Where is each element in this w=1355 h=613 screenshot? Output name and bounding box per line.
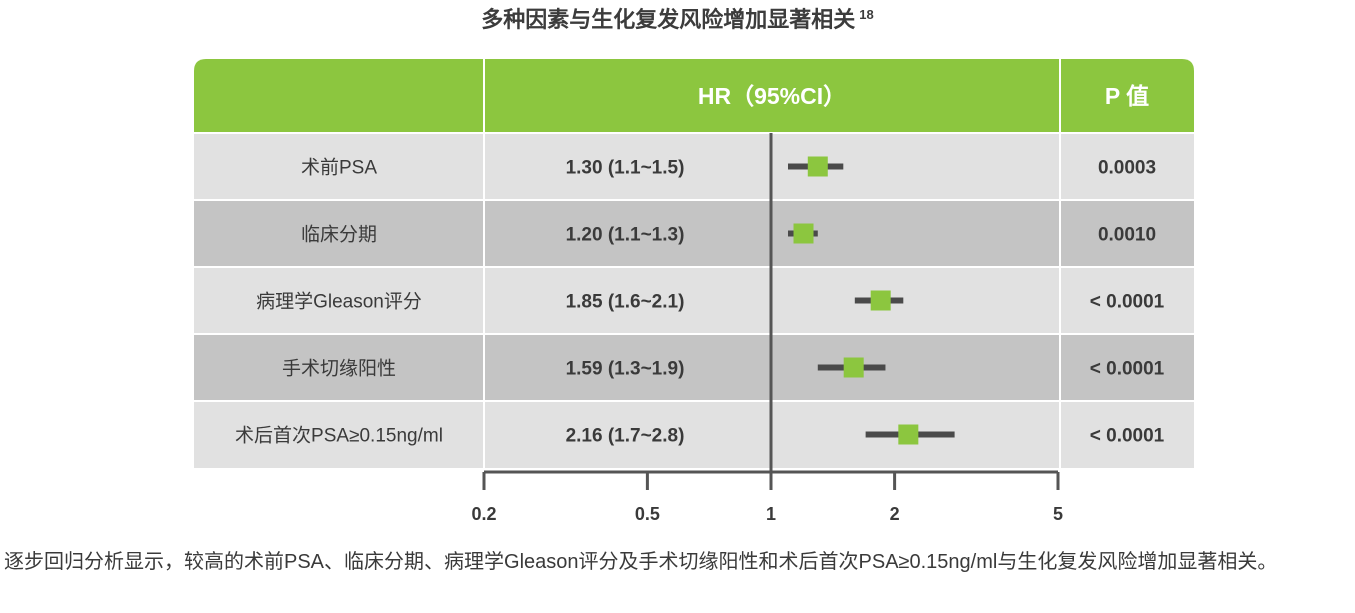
table-row bbox=[194, 200, 1194, 267]
column-header-p: P 值 bbox=[1105, 83, 1149, 109]
hr-value: 1.85 (1.6~2.1) bbox=[566, 292, 685, 313]
page-title: 多种因素与生化复发风险增加显著相关 18 bbox=[0, 2, 1355, 34]
x-tick-label: 0.5 bbox=[635, 504, 660, 524]
x-tick-label: 0.2 bbox=[471, 504, 496, 524]
hr-marker bbox=[870, 290, 891, 311]
row-label: 术后首次PSA≥0.15ng/ml bbox=[235, 425, 443, 447]
row-label: 临床分期 bbox=[301, 224, 377, 246]
p-value: 0.0003 bbox=[1098, 158, 1156, 179]
table-row bbox=[194, 133, 1194, 200]
row-label: 手术切缘阳性 bbox=[282, 358, 396, 380]
footnote: 逐步回归分析显示，较高的术前PSA、临床分期、病理学Gleason评分及手术切缘… bbox=[4, 551, 1278, 573]
hr-value: 2.16 (1.7~2.8) bbox=[566, 426, 685, 447]
table-row bbox=[194, 401, 1194, 468]
header-bar bbox=[194, 59, 1194, 133]
table-row bbox=[194, 334, 1194, 401]
x-tick-label: 2 bbox=[890, 504, 900, 524]
hr-value: 1.59 (1.3~1.9) bbox=[566, 359, 685, 380]
hr-marker bbox=[898, 424, 919, 445]
hr-marker bbox=[807, 156, 828, 177]
x-tick-label: 5 bbox=[1053, 504, 1063, 524]
p-value: < 0.0001 bbox=[1090, 359, 1165, 380]
column-header-hr: HR（95%CI） bbox=[698, 83, 846, 109]
x-tick-label: 1 bbox=[766, 504, 776, 524]
hr-marker bbox=[793, 223, 814, 244]
p-value: < 0.0001 bbox=[1090, 292, 1165, 313]
row-label: 病理学Gleason评分 bbox=[256, 291, 422, 313]
row-label: 术前PSA bbox=[301, 157, 377, 179]
p-value: < 0.0001 bbox=[1090, 426, 1165, 447]
p-value: 0.0010 bbox=[1098, 225, 1156, 246]
table-row bbox=[194, 267, 1194, 334]
title-reference: 18 bbox=[859, 6, 874, 22]
hr-value: 1.20 (1.1~1.3) bbox=[566, 225, 685, 246]
title-text: 多种因素与生化复发风险增加显著相关 bbox=[481, 7, 856, 32]
hr-value: 1.30 (1.1~1.5) bbox=[566, 158, 685, 179]
hr-marker bbox=[843, 357, 864, 378]
